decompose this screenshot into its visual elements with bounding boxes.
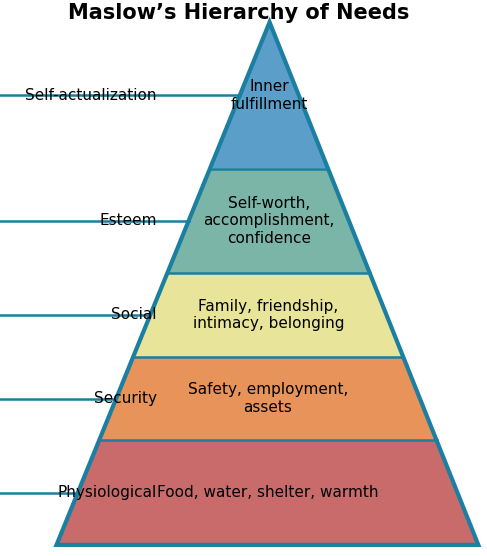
Text: Esteem: Esteem [99,214,156,229]
Text: Security: Security [94,391,156,406]
Text: Physiological: Physiological [57,485,156,500]
Text: Self-actualization: Self-actualization [25,88,156,103]
Text: Maslow’s Hierarchy of Needs: Maslow’s Hierarchy of Needs [69,3,410,23]
Polygon shape [99,357,436,440]
Polygon shape [168,168,370,273]
Text: Self-worth,
accomplishment,
confidence: Self-worth, accomplishment, confidence [203,196,335,246]
Text: Food, water, shelter, warmth: Food, water, shelter, warmth [157,485,378,500]
Polygon shape [56,440,478,545]
Polygon shape [210,22,328,168]
Text: Inner
fulfillment: Inner fulfillment [231,79,308,112]
Text: Social: Social [111,307,156,322]
Text: Safety, employment,
assets: Safety, employment, assets [188,383,348,415]
Polygon shape [133,273,403,357]
Text: Family, friendship,
intimacy, belonging: Family, friendship, intimacy, belonging [193,299,344,331]
